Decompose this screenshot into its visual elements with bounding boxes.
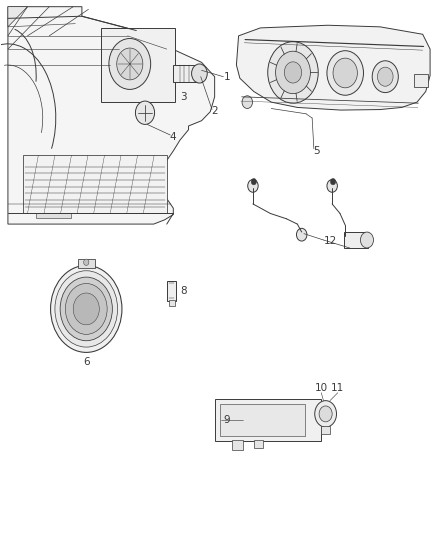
Text: 9: 9 <box>223 415 230 425</box>
Bar <box>232 440 243 450</box>
Circle shape <box>276 51 311 94</box>
Text: 1: 1 <box>223 71 230 82</box>
Circle shape <box>319 406 332 422</box>
Text: 8: 8 <box>180 286 187 296</box>
Text: 10: 10 <box>315 383 328 393</box>
Circle shape <box>327 51 364 95</box>
Circle shape <box>330 179 336 185</box>
Circle shape <box>297 228 307 241</box>
Bar <box>167 281 177 301</box>
Circle shape <box>73 293 99 325</box>
Text: 2: 2 <box>212 106 218 116</box>
Circle shape <box>60 277 113 341</box>
Bar <box>344 232 368 248</box>
Circle shape <box>248 180 258 192</box>
Circle shape <box>117 48 143 80</box>
Circle shape <box>242 96 253 109</box>
Circle shape <box>84 259 89 265</box>
Bar <box>173 65 201 82</box>
Bar <box>254 440 262 448</box>
Text: 3: 3 <box>180 92 187 102</box>
Bar <box>169 300 175 306</box>
Text: 6: 6 <box>83 357 89 367</box>
Circle shape <box>109 38 151 90</box>
Bar <box>102 28 176 102</box>
Text: 5: 5 <box>313 146 319 156</box>
Circle shape <box>327 180 337 192</box>
Circle shape <box>378 67 393 86</box>
Text: 11: 11 <box>331 383 344 393</box>
Bar <box>414 74 428 87</box>
Circle shape <box>55 271 117 347</box>
Polygon shape <box>8 7 28 27</box>
Circle shape <box>360 232 374 248</box>
Circle shape <box>315 401 336 427</box>
Bar <box>215 399 321 441</box>
Circle shape <box>333 58 357 88</box>
Circle shape <box>65 284 107 334</box>
Bar <box>78 259 95 268</box>
Circle shape <box>191 64 207 83</box>
Bar <box>23 155 167 214</box>
Circle shape <box>268 42 318 103</box>
Polygon shape <box>237 25 430 110</box>
Bar <box>36 214 71 217</box>
Text: 12: 12 <box>323 236 337 246</box>
Circle shape <box>50 265 122 352</box>
Circle shape <box>251 179 256 185</box>
Bar <box>220 405 305 436</box>
Polygon shape <box>8 7 215 224</box>
Bar <box>321 426 330 434</box>
Text: 4: 4 <box>169 132 176 142</box>
Circle shape <box>372 61 398 93</box>
Circle shape <box>135 101 155 124</box>
Circle shape <box>284 62 302 83</box>
